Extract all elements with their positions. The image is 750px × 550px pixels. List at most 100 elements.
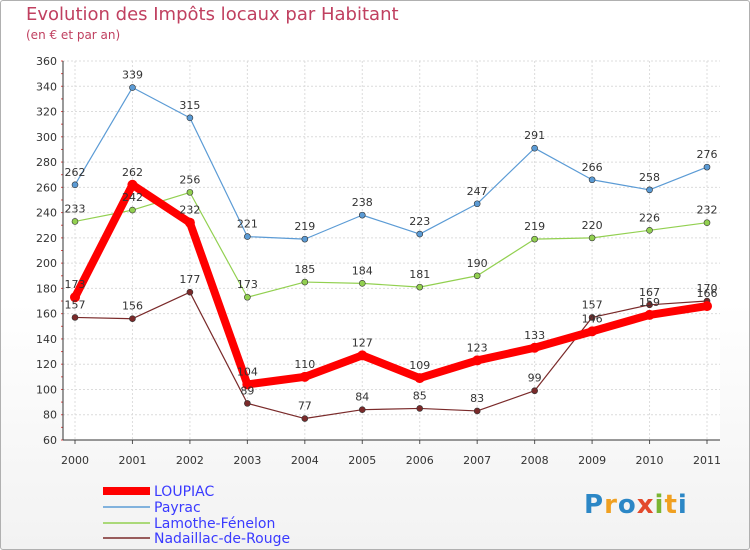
point-nadaillac-de-rouge [244,400,251,407]
point-payrac [358,211,366,219]
point-nadaillac-de-rouge [129,315,136,323]
data-label-lamothe-f-nelon: 220 [582,219,603,232]
series-line-loupiac [71,180,711,389]
x-tick-label: 2002 [176,454,204,467]
data-label-lamothe-f-nelon: 232 [697,204,718,217]
point-loupiac [184,217,195,228]
data-label-payrac: 339 [122,69,143,82]
series-line-lamothe-f-nelon [74,191,708,298]
point-loupiac [299,371,310,382]
series-lines [70,84,712,422]
data-label-loupiac: 166 [697,287,718,300]
point-nadaillac-de-rouge [531,387,538,395]
y-tick-label: 100 [36,383,57,396]
y-tick-label: 220 [36,232,57,245]
point-loupiac [644,309,655,320]
series-line-payrac [74,86,708,240]
plot-area [63,61,720,440]
y-tick-label: 360 [36,55,57,68]
data-label-loupiac: 123 [467,341,488,354]
point-loupiac [702,301,712,312]
point-payrac [71,181,79,189]
point-lamothe-f-nelon [186,189,194,196]
point-nadaillac-de-rouge [646,301,653,309]
data-label-nadaillac-de-rouge: 177 [179,273,200,286]
data-label-nadaillac-de-rouge: 157 [582,298,603,311]
x-tick-label: 2000 [61,454,89,467]
data-label-nadaillac-de-rouge: 83 [470,392,484,405]
data-label-lamothe-f-nelon: 226 [639,211,660,224]
point-lamothe-f-nelon [703,219,711,227]
y-tick-label: 240 [36,207,57,220]
data-label-payrac: 276 [697,148,718,161]
point-nadaillac-de-rouge [186,288,194,296]
point-lamothe-f-nelon [301,278,309,286]
legend: LOUPIACPayracLamothe-FénelonNadaillac-de… [103,484,290,547]
point-payrac [473,200,481,208]
data-labels: 262 339 315 221 219 238 223 247 291 266 258 276 233 2… [65,69,718,413]
point-payrac [588,176,596,184]
data-label-lamothe-f-nelon: 242 [122,191,143,204]
proxiti-logo: Proxiti [584,490,688,520]
point-loupiac [529,342,540,353]
data-label-payrac: 266 [582,161,603,174]
point-lamothe-f-nelon [416,283,424,291]
x-tick-label: 2001 [118,454,146,467]
point-nadaillac-de-rouge [416,405,424,412]
point-payrac [703,163,711,171]
data-label-nadaillac-de-rouge: 167 [639,286,660,299]
legend-label-nadaillac-de-rouge: Nadaillac-de-Rouge [154,531,290,547]
x-tick-label: 2004 [291,454,319,467]
data-label-lamothe-f-nelon: 184 [352,264,373,277]
point-loupiac [70,292,80,303]
data-label-lamothe-f-nelon: 233 [65,202,86,215]
data-label-nadaillac-de-rouge: 77 [298,400,312,413]
point-loupiac [127,179,138,190]
x-tick-label: 2010 [636,454,664,467]
data-label-nadaillac-de-rouge: 99 [528,372,542,385]
point-lamothe-f-nelon [646,226,653,234]
data-label-nadaillac-de-rouge: 170 [697,282,718,295]
y-tick-label: 160 [36,308,57,321]
y-tick-label: 120 [36,358,57,371]
point-lamothe-f-nelon [129,206,136,214]
point-lamothe-f-nelon [588,234,596,242]
y-tick-label: 140 [36,333,57,346]
data-label-lamothe-f-nelon: 181 [409,268,430,281]
data-label-payrac: 223 [409,215,430,228]
data-label-loupiac: 146 [582,312,603,325]
point-nadaillac-de-rouge [301,415,309,422]
data-label-lamothe-f-nelon: 190 [467,257,488,270]
point-nadaillac-de-rouge [588,314,596,321]
y-tick-label: 280 [36,156,57,169]
data-label-payrac: 315 [179,99,200,112]
data-label-loupiac: 133 [524,329,545,342]
x-tick-label: 2003 [233,454,261,467]
data-label-nadaillac-de-rouge: 157 [65,298,86,311]
x-tick-label: 2009 [578,454,606,467]
data-label-loupiac: 104 [237,365,258,378]
chart-subtitle: (en € et par an) [26,28,121,42]
data-label-lamothe-f-nelon: 185 [294,263,315,276]
point-lamothe-f-nelon [244,293,251,301]
y-tick-label: 260 [36,181,57,194]
point-payrac [186,114,194,122]
x-tick-label: 2008 [521,454,549,467]
data-label-payrac: 291 [524,129,545,142]
point-lamothe-f-nelon [531,235,538,243]
y-tick-label: 200 [36,257,57,270]
y-tick-label: 180 [36,282,57,295]
axes: 60 80 100 120 140 160 180 200 220 240 260 280 300 320… [36,55,721,467]
point-lamothe-f-nelon [473,272,481,280]
point-loupiac [587,326,598,337]
data-label-payrac: 258 [639,171,660,184]
data-label-payrac: 221 [237,218,258,231]
x-tick-label: 2007 [463,454,491,467]
legend-label-lamothe-f-nelon: Lamothe-Fénelon [154,516,275,532]
x-tick-label: 2005 [348,454,376,467]
y-tick-label: 340 [36,80,57,93]
chart-title: Evolution des Impôts locaux par Habitant [26,4,399,25]
point-nadaillac-de-rouge [358,406,366,413]
legend-label-loupiac: LOUPIAC [154,484,214,500]
data-label-loupiac: 127 [352,336,373,349]
